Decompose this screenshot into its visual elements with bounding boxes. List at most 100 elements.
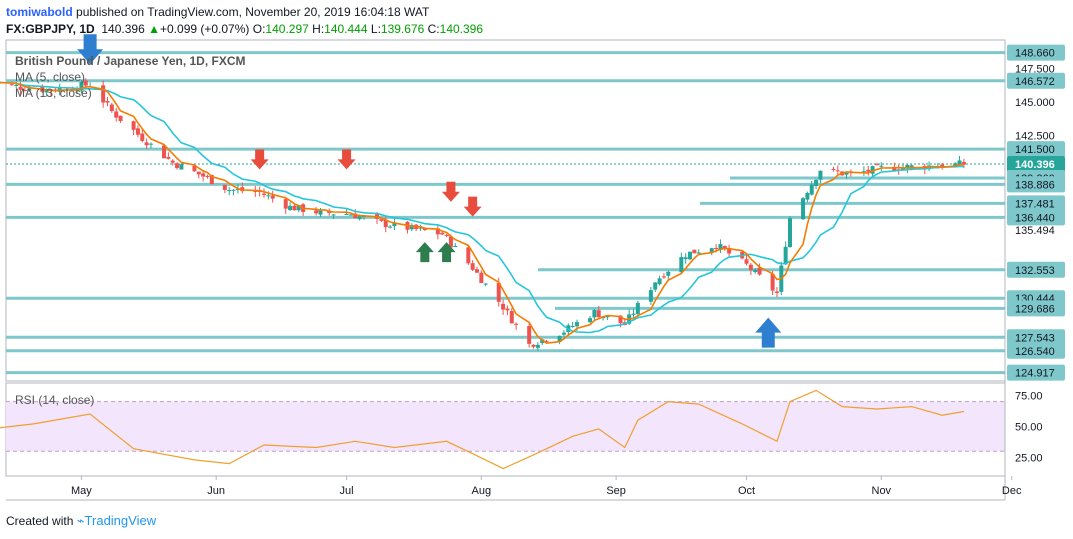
candle [379,219,384,221]
price-axis-label: 132.553 [1015,265,1055,277]
candle [175,163,180,169]
candle [466,247,471,264]
candle [874,164,879,166]
blue-arrow-up-icon [755,317,782,348]
candle [105,101,110,103]
price-axis-label: 140.396 [1015,159,1055,171]
candle [140,133,145,141]
candle [205,175,210,177]
candle [162,145,167,159]
candle [953,163,958,167]
candle [787,218,792,248]
candle [683,257,688,260]
candle [648,290,653,302]
candle [709,248,714,253]
time-axis-label: Jul [340,485,354,497]
low-value: 139.676 [380,22,425,36]
candle [505,308,510,311]
candle [479,272,484,283]
candle [266,195,271,197]
candle [314,210,319,214]
level-tag [1007,329,1065,346]
high-label: H: [312,22,325,36]
green-arrow-up-icon [437,242,456,263]
candle [444,235,449,237]
last-price-tag [1007,156,1065,173]
candle [748,264,753,271]
candle [866,169,871,172]
price-axis-label: 136.440 [1015,212,1055,224]
candle [783,246,788,265]
created-with-text: Created with [6,514,74,528]
candle [657,278,662,285]
candle [435,228,440,235]
candle [514,323,519,325]
candle [696,252,701,254]
candle [861,171,866,173]
candle [531,344,536,347]
candle [744,259,749,264]
red-arrow-down-icon [441,181,460,202]
candle [661,276,666,278]
time-axis-label: Aug [472,485,492,497]
candle [148,143,153,145]
candle [570,326,575,328]
time-axis-label: Oct [738,485,755,497]
symbol-label: FX:GBPJPY, 1D [6,22,95,36]
low-label: L: [370,22,381,36]
price-axis-label: 141.500 [1015,144,1055,156]
candle [588,318,593,323]
tradingview-brand[interactable]: TradingView [84,513,157,528]
candle [409,224,414,230]
rsi-axis-label: 50.00 [1015,421,1043,433]
candle [201,173,206,177]
candle [844,172,849,175]
candle [757,267,762,275]
candle [83,80,88,86]
candle [809,184,814,195]
level-tag [1007,300,1065,317]
level-tag [1007,72,1065,89]
candle [496,282,501,302]
price-axis-label: 148.660 [1015,48,1055,60]
candle [101,85,106,103]
candle [901,167,906,171]
candle [605,315,610,318]
published-text: published on TradingView.com, November 2… [76,5,430,19]
candle [235,189,240,191]
candle [357,216,362,220]
price-axis-label: 135.494 [1015,225,1055,237]
candle [592,309,597,318]
candle [283,199,288,209]
candle [192,165,197,172]
candle [753,269,758,273]
candle [714,247,719,249]
price-axis-label: 126.540 [1015,346,1055,358]
candle [483,283,488,285]
candle [618,315,623,324]
open-value: 140.297 [265,22,309,36]
candle [892,166,897,171]
time-axis-label: Sep [606,485,626,497]
author-link[interactable]: tomiwabold [6,5,73,19]
candle [440,232,445,235]
price-pane [5,39,1006,382]
candle [227,190,232,192]
candle [9,84,14,86]
candle [383,219,388,228]
candle [135,128,140,135]
tradingview-logo-icon[interactable]: ⌁ [76,513,85,528]
time-axis-label: Dec [1002,485,1022,497]
level-tag [1007,141,1065,158]
candle [722,246,727,249]
time-axis-label: May [71,485,92,497]
rsi-title: RSI (14, close) [15,393,94,407]
candle [14,85,19,87]
candle [940,164,945,168]
candle [509,311,514,324]
candle [692,249,697,254]
candle [909,165,914,168]
time-axis-label: Jun [207,485,225,497]
candle [879,165,884,167]
